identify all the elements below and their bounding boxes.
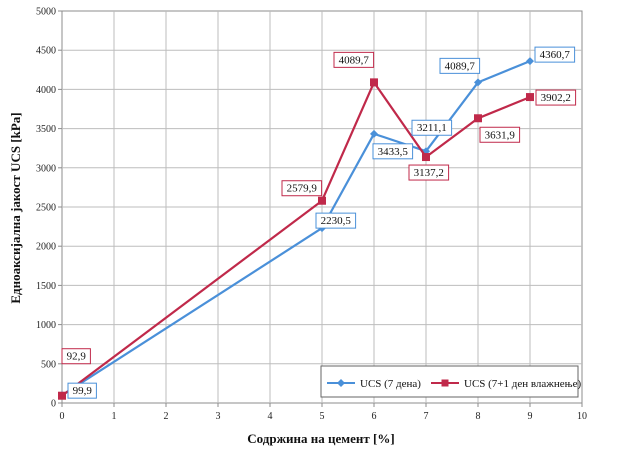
y-axis-title: Едноаксијална јакост UCS [kPa] (8, 112, 23, 303)
y-tick-label: 2500 (36, 203, 56, 214)
data-label-box (281, 180, 323, 197)
y-tick-label: 1500 (36, 281, 56, 292)
data-point-marker (526, 57, 534, 66)
y-tick-label: 4500 (36, 46, 56, 57)
series-line-ucs-7-days (61, 60, 531, 397)
data-label-box (534, 46, 576, 63)
y-tick-label: 2000 (36, 242, 56, 253)
y-tick-label: 1000 (36, 320, 56, 331)
data-label: 4089,7 (339, 54, 370, 66)
data-label: 3433,5 (378, 146, 409, 158)
data-label-box (333, 51, 375, 68)
data-label-box (411, 119, 453, 136)
y-tick-label: 0 (51, 399, 56, 410)
data-label-box (408, 164, 450, 181)
x-tick-label: 1 (112, 411, 117, 422)
x-tick-label: 6 (372, 411, 377, 422)
data-label: 92,9 (67, 351, 87, 363)
data-point-marker (474, 114, 482, 123)
y-tick-label: 5000 (36, 7, 56, 18)
data-point-marker (474, 78, 482, 87)
x-tick-label: 0 (60, 411, 65, 422)
series-lines (58, 57, 534, 400)
data-label: 4360,7 (540, 49, 571, 61)
data-label: 2579,9 (287, 183, 318, 195)
x-tick-label: 10 (577, 411, 587, 422)
data-label: 4089,7 (445, 60, 476, 72)
data-label: 2230,5 (321, 215, 352, 227)
x-tick-label: 9 (528, 411, 533, 422)
data-label: 3902,2 (541, 92, 571, 104)
x-tick-label: 2 (164, 411, 169, 422)
legend-label-ucs-7-plus-1: UCS (7+1 ден влажнење) (464, 378, 582, 390)
legend-marker-square (441, 379, 449, 387)
x-axis-ticks: 0 1 2 3 4 5 6 7 8 9 10 (60, 403, 587, 422)
data-label-box (315, 212, 357, 229)
x-tick-label: 4 (268, 411, 273, 422)
data-label-box (479, 126, 521, 143)
legend-marker-diamond (337, 379, 345, 387)
data-label-box (372, 143, 414, 160)
x-tick-label: 5 (320, 411, 325, 422)
data-point-marker (370, 129, 378, 138)
data-label: 99,9 (73, 385, 93, 397)
y-axis-ticks: 0 500 1000 1500 2000 2500 3000 3500 4000 4500 5000 (36, 7, 62, 410)
x-tick-label: 8 (476, 411, 481, 422)
data-point-marker (370, 78, 378, 87)
y-tick-label: 4000 (36, 85, 56, 96)
legend: UCS (7 дена) UCS (7+1 ден влажнење) (320, 365, 582, 398)
data-label-box (61, 348, 91, 365)
data-label-box (67, 382, 97, 399)
data-label: 3211,1 (417, 122, 447, 134)
y-tick-label: 3000 (36, 163, 56, 174)
x-tick-label: 3 (216, 411, 221, 422)
data-point-marker (58, 391, 66, 400)
data-label: 3137,2 (414, 167, 444, 179)
data-label-box (439, 57, 481, 74)
data-label: 3631,9 (485, 129, 516, 141)
data-labels: 99,9 2230,5 3433,5 3211,1 4089,7 4360,7 92,9 25… (61, 46, 577, 399)
data-label-box (535, 89, 577, 106)
y-tick-label: 500 (41, 359, 56, 370)
data-point-marker (318, 196, 326, 205)
y-tick-label: 3500 (36, 124, 56, 135)
series-line-ucs-7-plus-1 (61, 81, 531, 397)
data-point-marker (422, 153, 430, 162)
data-point-marker (526, 93, 534, 102)
legend-label-ucs-7-days: UCS (7 дена) (360, 378, 421, 390)
x-tick-label: 7 (424, 411, 429, 422)
legend-box (320, 365, 579, 398)
x-axis-title: Содржина на цемент [%] (247, 431, 394, 446)
